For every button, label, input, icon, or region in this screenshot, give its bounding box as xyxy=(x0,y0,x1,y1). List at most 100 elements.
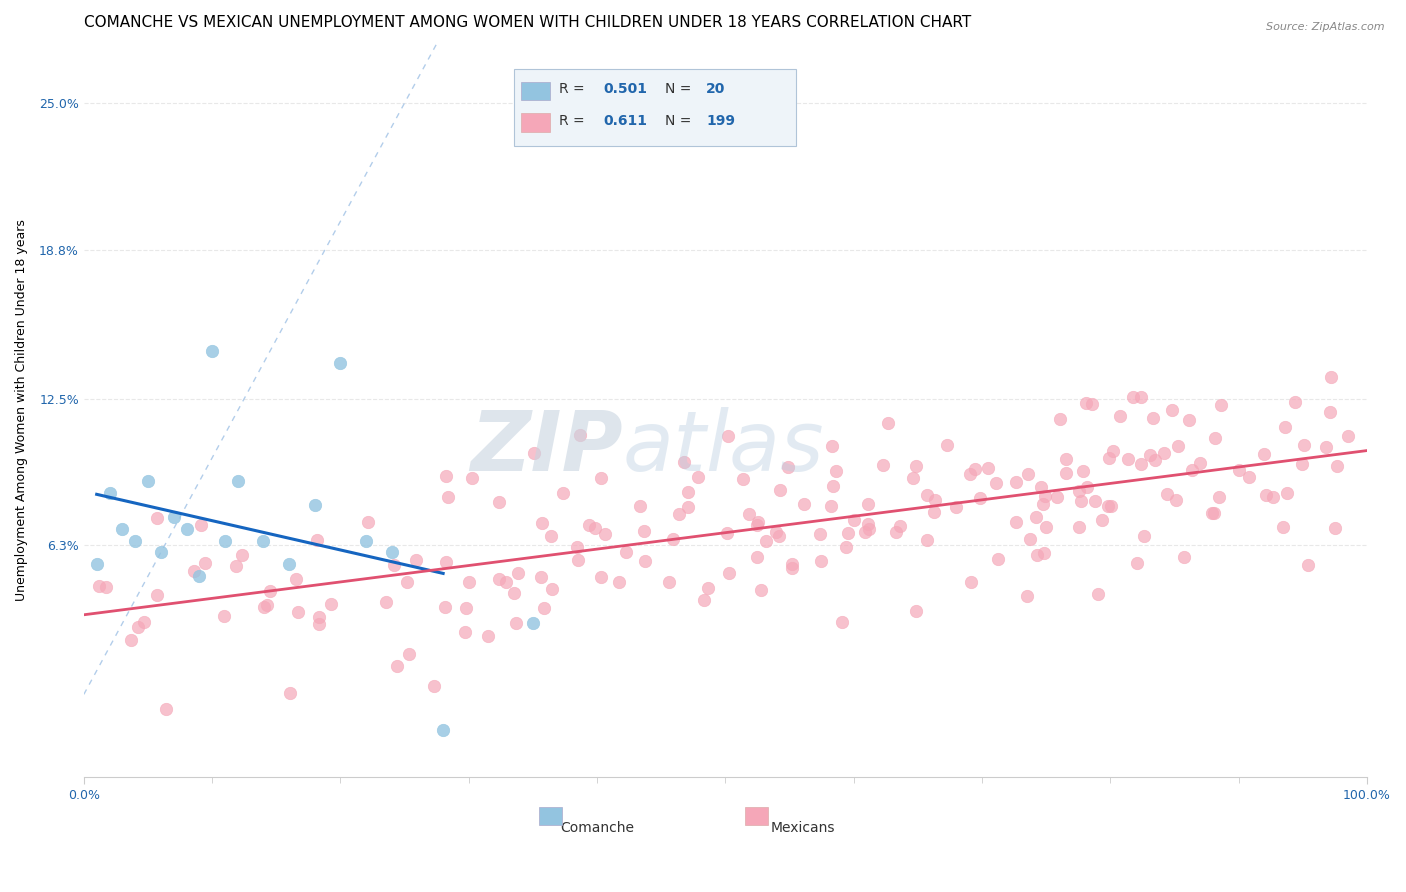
Point xyxy=(872,458,894,473)
Text: Source: ZipAtlas.com: Source: ZipAtlas.com xyxy=(1267,22,1385,32)
Point xyxy=(488,495,510,509)
Point xyxy=(768,529,790,543)
Point xyxy=(1126,556,1149,570)
Point xyxy=(1189,456,1212,470)
Point xyxy=(533,600,555,615)
Point xyxy=(1017,467,1039,481)
Point xyxy=(904,604,927,618)
Point xyxy=(808,527,831,541)
Point xyxy=(831,615,853,629)
Point xyxy=(1296,558,1319,573)
Point xyxy=(214,533,236,548)
Point xyxy=(1032,546,1054,560)
Point xyxy=(201,344,224,359)
Point xyxy=(1054,467,1077,481)
Point xyxy=(405,553,427,567)
Point xyxy=(1156,486,1178,500)
Point xyxy=(905,458,928,473)
Point xyxy=(252,533,274,548)
Point xyxy=(1272,520,1295,534)
Point xyxy=(915,533,938,547)
Point xyxy=(1227,463,1250,477)
Point xyxy=(278,558,301,572)
Point xyxy=(256,598,278,612)
Point xyxy=(381,545,404,559)
Point xyxy=(1099,499,1122,513)
Point xyxy=(1167,439,1189,453)
Point xyxy=(1181,463,1204,477)
Point xyxy=(1320,370,1343,384)
Point xyxy=(693,592,716,607)
Point xyxy=(858,522,880,536)
Point xyxy=(308,609,330,624)
Point xyxy=(1315,440,1337,454)
Point xyxy=(1326,458,1348,473)
Point xyxy=(477,629,499,643)
Point xyxy=(877,416,900,430)
Point xyxy=(853,525,876,540)
Bar xyxy=(745,806,768,825)
Point xyxy=(1116,451,1139,466)
Point xyxy=(146,588,169,602)
Point xyxy=(749,582,772,597)
Point xyxy=(183,564,205,578)
Point xyxy=(1142,411,1164,425)
Point xyxy=(1026,548,1049,562)
Point xyxy=(984,476,1007,491)
Point xyxy=(969,491,991,505)
Point xyxy=(530,569,553,583)
Point xyxy=(1087,587,1109,601)
Point xyxy=(225,559,247,574)
Point xyxy=(231,548,253,562)
Point xyxy=(305,533,328,547)
Point xyxy=(374,595,396,609)
Point xyxy=(884,525,907,540)
Point xyxy=(614,544,637,558)
Point xyxy=(434,555,457,569)
Point xyxy=(396,574,419,589)
Point xyxy=(776,459,799,474)
Point xyxy=(259,584,281,599)
Point xyxy=(1274,420,1296,434)
Point xyxy=(1005,475,1028,490)
Text: R =: R = xyxy=(558,113,589,128)
Point xyxy=(1069,484,1091,499)
Point xyxy=(149,545,172,559)
Point xyxy=(278,686,301,700)
Point xyxy=(87,578,110,592)
Point xyxy=(583,521,606,535)
Point xyxy=(1144,452,1167,467)
Point xyxy=(793,498,815,512)
Point xyxy=(607,575,630,590)
Text: N =: N = xyxy=(665,82,696,96)
Point xyxy=(541,582,564,596)
Point xyxy=(589,570,612,584)
Point xyxy=(1253,447,1275,461)
Point xyxy=(457,575,479,590)
Point xyxy=(567,553,589,567)
Point xyxy=(1025,510,1047,524)
Point xyxy=(591,471,613,485)
Point xyxy=(569,428,592,442)
Point xyxy=(1160,402,1182,417)
Point xyxy=(747,549,769,564)
Point xyxy=(747,517,769,532)
Point xyxy=(1122,390,1144,404)
Text: atlas: atlas xyxy=(623,407,824,488)
Text: 0.501: 0.501 xyxy=(603,82,648,96)
Point xyxy=(1101,444,1123,458)
Point xyxy=(917,488,939,502)
Point xyxy=(1211,398,1233,412)
Point xyxy=(678,500,700,515)
Point xyxy=(1208,490,1230,504)
Bar xyxy=(522,113,550,132)
Point xyxy=(1035,520,1057,534)
Point xyxy=(842,513,865,527)
Point xyxy=(765,524,787,539)
Point xyxy=(959,575,981,590)
Point xyxy=(422,679,444,693)
Point xyxy=(810,553,832,567)
Point xyxy=(1129,391,1152,405)
Point xyxy=(628,500,651,514)
Point xyxy=(936,437,959,451)
